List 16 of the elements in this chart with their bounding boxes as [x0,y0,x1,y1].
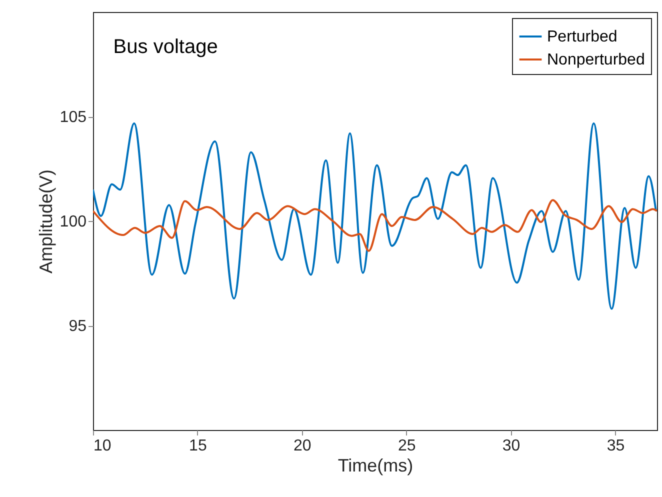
line-series [93,199,657,252]
y-tick-label: 100 [60,214,87,230]
y-tick-label: 95 [68,318,87,335]
y-tick-label: 105 [60,109,87,126]
x-tick-label: 35 [606,438,625,454]
line-series [93,122,657,310]
x-tick-label: 10 [94,438,112,454]
x-tick-label: 20 [293,438,312,454]
x-axis-title: Time(ms) [338,456,414,476]
legend-label: Perturbed [547,28,618,46]
y-axis-title: Amplitude(V) [36,169,56,274]
text: Bus voltage [113,36,218,58]
x-tick-label: 15 [189,438,207,454]
legend-label: Nonperturbed [547,52,645,68]
x-tick-label: 30 [502,438,520,454]
x-tick-label: 25 [398,438,416,454]
